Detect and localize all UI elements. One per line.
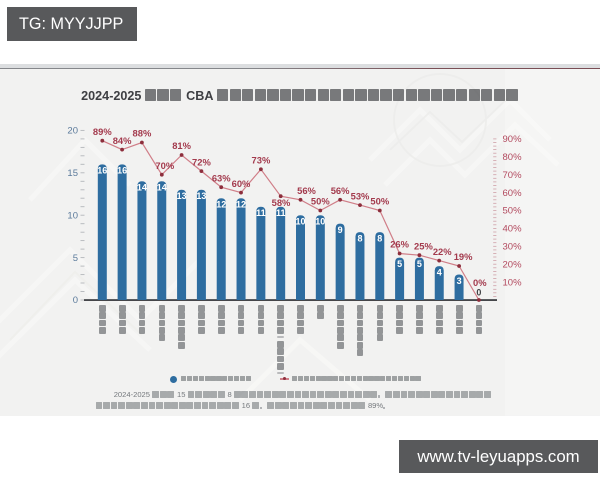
svg-text:19%: 19% [454,251,473,262]
svg-text:4: 4 [437,267,442,277]
svg-text:50%: 50% [503,206,523,217]
svg-text:0: 0 [476,288,481,298]
svg-text:0: 0 [73,295,78,306]
svg-text:60%: 60% [503,188,523,199]
svg-text:10: 10 [295,216,305,226]
svg-text:90%: 90% [503,134,523,145]
svg-text:70%: 70% [503,170,523,181]
svg-text:63%: 63% [212,172,231,183]
svg-text:20: 20 [67,126,78,137]
svg-text:13: 13 [196,191,206,201]
svg-text:73%: 73% [252,155,271,166]
svg-text:88%: 88% [133,128,152,139]
svg-text:14: 14 [137,183,147,193]
svg-text:20%: 20% [503,259,523,270]
svg-text:0%: 0% [473,277,487,288]
svg-text:14: 14 [157,183,167,193]
svg-text:22%: 22% [433,246,452,257]
svg-text:9: 9 [338,225,343,235]
svg-text:11: 11 [276,208,286,218]
svg-text:15: 15 [67,168,78,179]
svg-text:16: 16 [117,166,127,176]
svg-text:8: 8 [377,233,382,243]
svg-text:16: 16 [97,166,107,176]
svg-text:60%: 60% [232,178,251,189]
svg-text:12: 12 [216,199,226,209]
svg-text:50%: 50% [370,196,389,207]
svg-text:84%: 84% [113,135,132,146]
svg-text:40%: 40% [503,224,523,235]
svg-text:10: 10 [315,216,325,226]
svg-text:30%: 30% [503,242,523,253]
svg-text:3: 3 [457,276,462,286]
svg-text:5: 5 [73,253,78,264]
svg-text:56%: 56% [297,185,316,196]
svg-text:89%: 89% [93,126,112,137]
svg-text:10%: 10% [503,277,523,288]
svg-text:5: 5 [397,259,402,269]
svg-text:72%: 72% [192,156,211,167]
svg-text:11: 11 [256,208,266,218]
svg-text:50%: 50% [311,196,330,207]
svg-text:8: 8 [357,233,362,243]
svg-text:10: 10 [67,210,78,221]
svg-text:13: 13 [177,191,187,201]
svg-text:80%: 80% [503,152,523,163]
svg-text:26%: 26% [390,239,409,250]
svg-text:56%: 56% [331,185,350,196]
svg-text:25%: 25% [414,241,433,252]
svg-text:70%: 70% [155,160,174,171]
svg-text:58%: 58% [272,197,291,208]
svg-text:5: 5 [417,259,422,269]
svg-text:12: 12 [236,199,246,209]
svg-text:53%: 53% [351,190,370,201]
svg-text:81%: 81% [172,140,191,151]
